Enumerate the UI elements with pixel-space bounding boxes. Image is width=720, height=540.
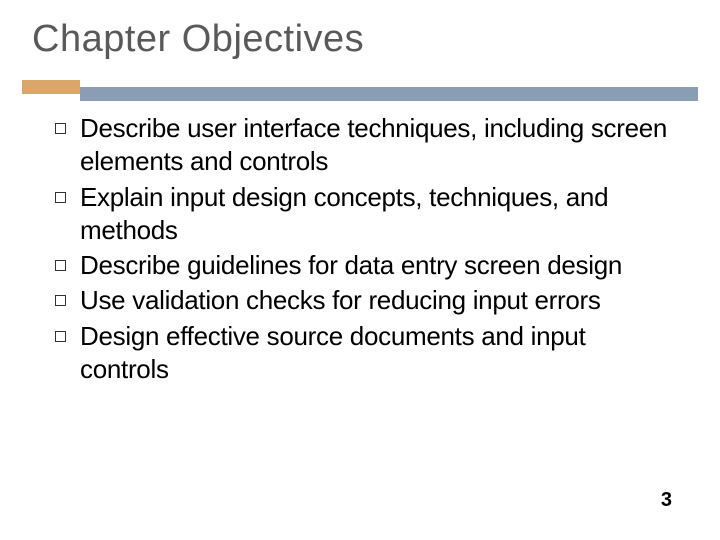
list-item: Explain input design concepts, technique… xyxy=(55,181,680,248)
content-area: Describe user interface techniques, incl… xyxy=(55,112,680,388)
page-number: 3 xyxy=(661,489,672,512)
list-item: Use validation checks for reducing input… xyxy=(55,284,680,317)
square-bullet-icon xyxy=(55,123,66,134)
objective-text: Explain input design concepts, technique… xyxy=(80,181,680,248)
accent-bar xyxy=(22,80,80,94)
square-bullet-icon xyxy=(55,192,66,203)
list-item: Describe user interface techniques, incl… xyxy=(55,112,680,179)
list-item: Design effective source documents and in… xyxy=(55,320,680,387)
list-item: Describe guidelines for data entry scree… xyxy=(55,249,680,282)
objective-text: Use validation checks for reducing input… xyxy=(80,284,601,317)
square-bullet-icon xyxy=(55,260,66,271)
objective-text: Describe user interface techniques, incl… xyxy=(80,112,680,179)
separator-line xyxy=(80,87,698,101)
square-bullet-icon xyxy=(55,331,66,342)
slide-title: Chapter Objectives xyxy=(0,0,720,61)
objectives-list: Describe user interface techniques, incl… xyxy=(55,112,680,386)
objective-text: Design effective source documents and in… xyxy=(80,320,680,387)
square-bullet-icon xyxy=(55,295,66,306)
objective-text: Describe guidelines for data entry scree… xyxy=(80,249,622,282)
